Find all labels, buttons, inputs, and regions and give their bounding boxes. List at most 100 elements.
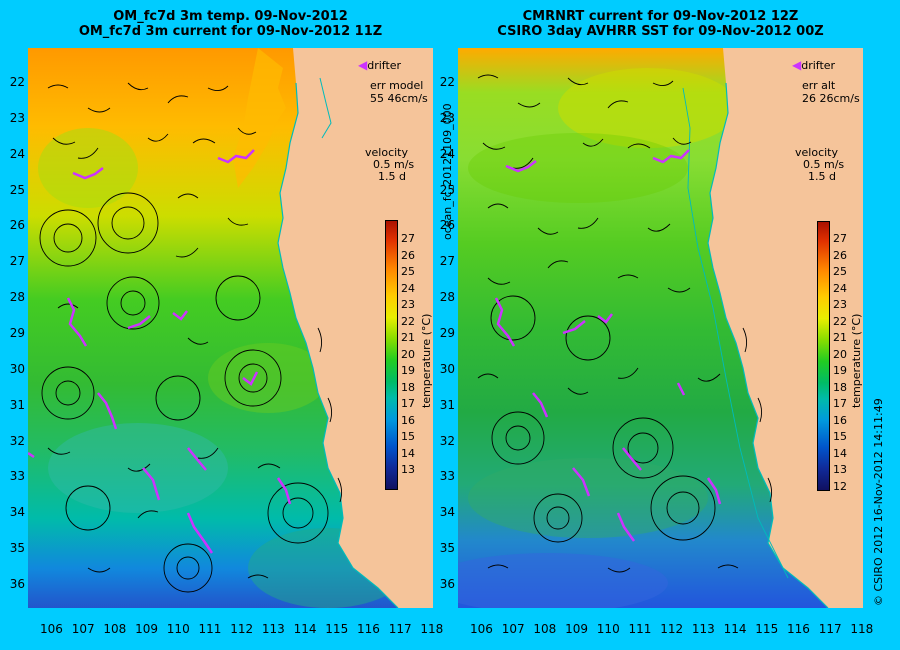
right-err-value: 26 26cm/s: [802, 92, 860, 105]
y-tick-label: 33: [439, 469, 455, 484]
side-label-right: © CSIRO 2012 16-Nov-2012 14:11:49: [872, 398, 885, 606]
left-map-panel: ◀drifter err model 55 46cm/s velocity 0.…: [28, 48, 433, 608]
left-sst-field: [28, 48, 433, 608]
left-velocity-label: velocity: [365, 146, 408, 159]
x-tick-label: 114: [293, 622, 317, 636]
right-err-label: err alt: [802, 79, 836, 92]
colorbar-tick-label: 25: [833, 265, 847, 278]
right-map-panel: ◀drifter err alt 26 26cm/s velocity 0.5 …: [458, 48, 863, 608]
colorbar-tick-label: 22: [833, 314, 847, 328]
right-drifter-label: drifter: [801, 59, 836, 72]
colorbar-tick-label: 21: [401, 331, 415, 344]
y-tick-label: 30: [9, 361, 25, 376]
left-drifter-label: drifter: [367, 59, 402, 72]
y-tick-label: 23: [439, 110, 455, 125]
left-drifter-tracks: [28, 149, 292, 554]
right-title: CMRNRT current for 09-Nov-2012 12Z CSIRO…: [458, 9, 863, 39]
colorbar-tick-label: 25: [401, 265, 415, 278]
x-tick-label: 109: [565, 622, 588, 636]
y-tick-label: 35: [439, 541, 455, 556]
y-tick-label: 33: [9, 469, 25, 484]
colorbar-tick-label: 23: [401, 298, 415, 311]
x-tick-label: 118: [850, 622, 874, 636]
x-tick-label: 117: [388, 622, 412, 636]
colorbar-tick-label: 17: [401, 397, 415, 410]
left-title: OM_fc7d 3m temp. 09-Nov-2012 OM_fc7d 3m …: [28, 9, 433, 39]
colorbar-tick-label: 14: [833, 446, 847, 460]
right-colorbar-title: temperature (°C): [850, 313, 863, 408]
y-tick-label: 25: [439, 182, 455, 197]
y-tick-label: 31: [9, 397, 25, 412]
colorbar-tick-label: 20: [833, 347, 847, 361]
x-tick-label: 109: [135, 622, 158, 636]
x-tick-label: 108: [533, 622, 557, 636]
y-tick-label: 28: [9, 290, 25, 305]
colorbar-tick-label: 22: [401, 314, 415, 328]
y-tick-label: 22: [9, 75, 25, 89]
colorbar-tick-label: 15: [401, 430, 415, 443]
x-tick-label: 112: [660, 622, 684, 636]
left-colorbar-title: temperature (°C): [420, 313, 433, 408]
right-current-arrows: [477, 74, 773, 573]
y-tick-label: 34: [9, 505, 25, 520]
right-title-line1: CMRNRT current for 09-Nov-2012 12Z: [522, 9, 799, 24]
colorbar-tick-label: 24: [833, 281, 847, 295]
y-tick-label: 36: [9, 576, 25, 591]
left-title-line2: OM_fc7d 3m current for 09-Nov-2012 11Z: [78, 24, 383, 39]
colorbar-tick-label: 24: [401, 281, 415, 295]
x-tick-label: 115: [755, 622, 779, 636]
y-tick-label: 28: [439, 290, 455, 305]
x-tick-label: 110: [596, 622, 620, 636]
right-velocity-label: velocity: [795, 146, 838, 159]
x-tick-label: 106: [40, 622, 63, 636]
x-tick-label: 118: [420, 622, 444, 636]
colorbar-tick-label: 15: [833, 430, 847, 443]
y-tick-label: 26: [9, 218, 25, 233]
x-tick-label: 107: [71, 622, 95, 636]
y-tick-label: 24: [439, 146, 455, 161]
y-tick-label: 27: [9, 254, 25, 269]
right-sst-field: [458, 48, 863, 608]
y-tick-label: 31: [439, 397, 455, 412]
colorbar-tick-label: 18: [401, 380, 415, 394]
x-tick-label: 112: [230, 622, 254, 636]
left-drifter-legend: ◀drifter: [358, 59, 401, 72]
colorbar-tick-label: 16: [401, 413, 415, 427]
x-tick-label: 114: [723, 622, 747, 636]
x-tick-label: 116: [357, 622, 380, 636]
colorbar-tick-label: 16: [833, 413, 847, 427]
colorbar-tick-label: 26: [401, 248, 415, 262]
colorbar-tick-label: 20: [401, 347, 415, 361]
y-tick-label: 29: [9, 325, 25, 340]
y-tick-label: 27: [439, 254, 455, 269]
x-tick-label: 106: [470, 622, 493, 636]
colorbar-tick-label: 18: [833, 380, 847, 394]
colorbar-tick-label: 27: [401, 232, 415, 245]
colorbar-tick-label: 14: [401, 446, 415, 460]
colorbar-tick-label: 13: [833, 463, 847, 476]
left-err-label: err model: [370, 79, 424, 92]
x-tick-label: 111: [198, 622, 222, 636]
y-tick-label: 23: [9, 110, 25, 125]
colorbar-tick-label: 27: [833, 232, 847, 245]
x-tick-label: 111: [628, 622, 652, 636]
right-colorbar: [817, 221, 830, 491]
x-tick-label: 117: [818, 622, 842, 636]
y-tick-label: 24: [9, 146, 25, 161]
colorbar-tick-label: 12: [833, 479, 847, 493]
y-tick-label: 26: [439, 218, 455, 233]
x-tick-label: 115: [325, 622, 349, 636]
right-title-line2: CSIRO 3day AVHRR SST for 09-Nov-2012 00Z: [497, 24, 824, 39]
y-tick-label: 22: [439, 75, 455, 89]
left-current-arrows: [39, 82, 343, 593]
x-tick-label: 108: [103, 622, 127, 636]
x-tick-label: 113: [691, 622, 715, 636]
left-velocity-scale: 0.5 m/s: [373, 158, 415, 171]
x-tick-label: 116: [787, 622, 810, 636]
x-tick-label: 110: [166, 622, 190, 636]
drifter-marker-icon: ◀: [358, 58, 368, 72]
right-drifter-tracks: [494, 149, 722, 542]
colorbar-tick-label: 23: [833, 298, 847, 311]
left-colorbar: [385, 220, 398, 490]
y-tick-label: 34: [439, 505, 455, 520]
